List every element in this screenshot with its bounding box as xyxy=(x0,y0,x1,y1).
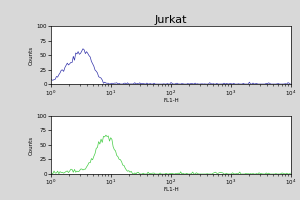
X-axis label: FL1-H: FL1-H xyxy=(163,98,179,103)
Y-axis label: Counts: Counts xyxy=(28,45,34,65)
X-axis label: FL1-H: FL1-H xyxy=(163,187,179,192)
Title: Jurkat: Jurkat xyxy=(155,15,187,25)
Y-axis label: Counts: Counts xyxy=(28,135,34,155)
